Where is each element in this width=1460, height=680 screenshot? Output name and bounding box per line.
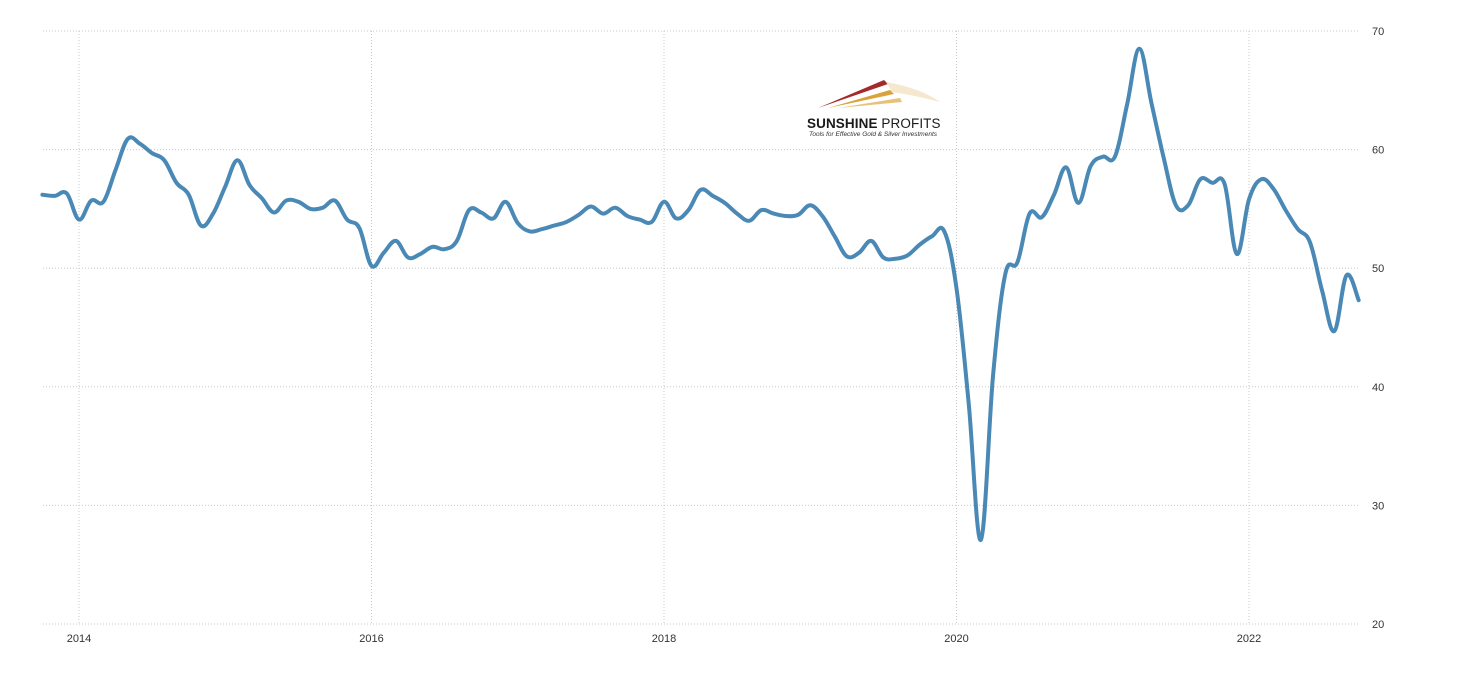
logo-name-rest: PROFITS: [881, 116, 941, 131]
chart-grid: [43, 30, 1360, 625]
chart-ticks: 70 60 50 40 30 20 2014 2016 2018 2020 2022: [67, 26, 1384, 645]
logo-swoosh-glow: [886, 82, 940, 102]
logo-swoosh-gold: [828, 90, 894, 108]
x-tick-label: 2018: [652, 633, 676, 645]
chart-series: [40, 46, 1361, 542]
logo-name: SUNSHINE PROFITS: [807, 116, 941, 131]
y-tick-label: 50: [1372, 263, 1384, 275]
logo-name-bold: SUNSHINE: [807, 116, 878, 131]
y-tick-label: 30: [1372, 500, 1384, 512]
sunshine-profits-logo: SUNSHINE PROFITS Tools for Effective Gol…: [800, 72, 960, 142]
y-tick-label: 60: [1372, 145, 1384, 157]
logo-swoosh-icon: [818, 80, 940, 108]
x-tick-label: 2020: [944, 633, 968, 645]
x-tick-label: 2016: [359, 633, 383, 645]
logo-swoosh-red: [818, 80, 888, 108]
logo-swoosh-light: [838, 98, 902, 108]
x-tick-label: 2022: [1237, 633, 1261, 645]
x-tick-label: 2014: [67, 633, 91, 645]
y-tick-label: 20: [1372, 619, 1384, 631]
y-tick-label: 40: [1372, 382, 1384, 394]
logo-tagline: Tools for Effective Gold & Silver Invest…: [809, 131, 938, 138]
series-line: [40, 46, 1361, 542]
y-tick-label: 70: [1372, 26, 1384, 38]
